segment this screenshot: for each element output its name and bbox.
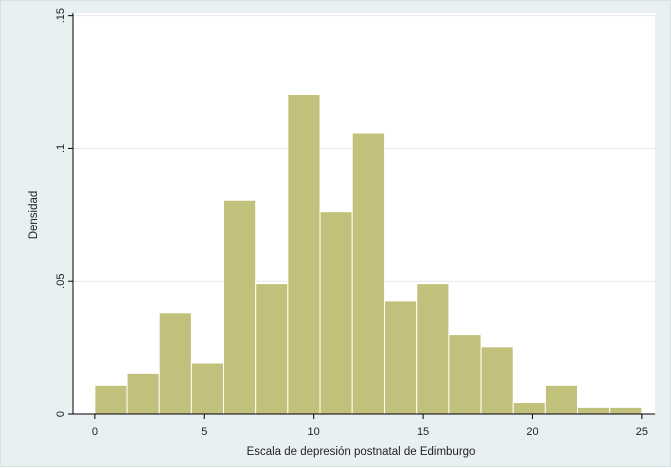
histogram-bar: [480, 346, 514, 415]
histogram-bar: [416, 283, 450, 415]
histogram-bar: [351, 132, 386, 415]
x-tick-label: 0: [92, 426, 98, 438]
histogram-bar: [287, 94, 321, 415]
histogram-bar: [255, 283, 289, 415]
histogram-bar: [158, 312, 192, 415]
histogram-bar: [577, 406, 611, 415]
x-tick-label: 5: [201, 426, 207, 438]
x-axis-title: Escala de depresión postnatal de Edimbur…: [247, 446, 476, 458]
y-tick-label: .1: [55, 144, 67, 153]
histogram-bar: [512, 402, 546, 415]
axes: [72, 13, 655, 415]
x-tick-label: 20: [526, 426, 538, 438]
x-tick-label: 10: [308, 426, 320, 438]
histogram-bar: [94, 384, 128, 415]
y-tick-label: .05: [55, 274, 67, 289]
x-axis-ticks: 0 5 10 15 20 25: [92, 414, 648, 438]
histogram-bar: [448, 334, 482, 415]
x-tick-label: 25: [636, 426, 648, 438]
histogram-bar: [190, 362, 225, 415]
histogram-bar: [223, 199, 257, 415]
y-tick-label: .15: [55, 8, 67, 23]
histogram-bar: [126, 372, 160, 415]
histogram-bar: [384, 300, 418, 415]
histogram-bar: [544, 384, 579, 415]
histogram-bar: [319, 211, 353, 415]
histogram-bar: [609, 406, 643, 415]
y-axis-title: Densidad: [28, 191, 40, 240]
y-tick-label: 0: [55, 411, 67, 417]
histogram-bars: [94, 94, 643, 415]
x-tick-label: 15: [417, 426, 429, 438]
y-axis-ticks: 0 .05 .1 .15: [55, 8, 73, 417]
